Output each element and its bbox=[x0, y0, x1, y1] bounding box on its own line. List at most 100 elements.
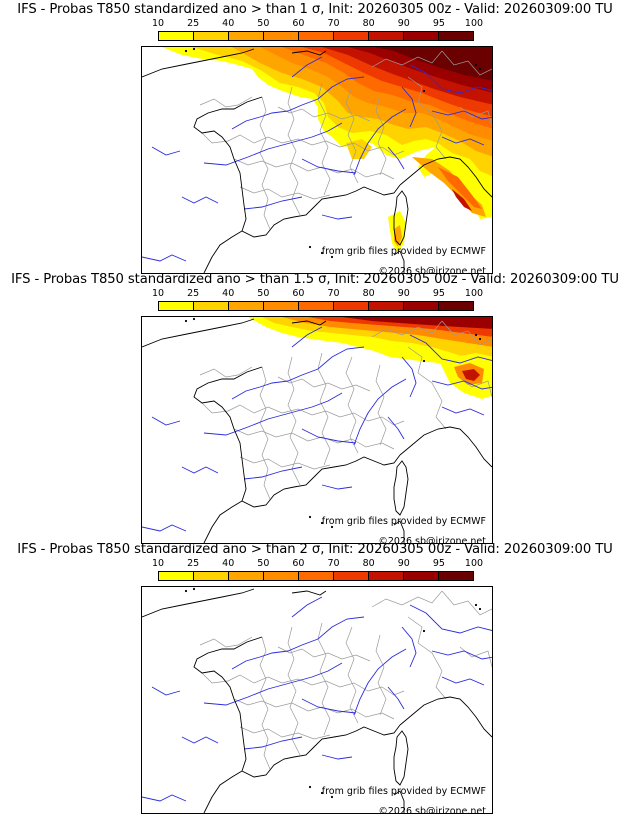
colorbar-swatch bbox=[194, 572, 229, 580]
colorbar-swatch bbox=[334, 572, 369, 580]
colorbar-tick-label: 10 bbox=[151, 288, 165, 299]
island-marker bbox=[184, 319, 188, 323]
island-marker bbox=[422, 359, 426, 363]
map-area: from grib files provided by ECMWF ©2026 … bbox=[141, 46, 493, 274]
colorbar-tick-label: 60 bbox=[292, 558, 305, 569]
copyright-credit: ©2026 sb@irizone.net bbox=[378, 266, 486, 274]
river bbox=[151, 146, 181, 156]
coastline bbox=[393, 190, 409, 246]
admin-boundary bbox=[371, 320, 443, 338]
island-marker bbox=[422, 89, 426, 93]
admin-boundary bbox=[199, 636, 253, 648]
colorbar-tick-label: 100 bbox=[464, 18, 484, 29]
colorbar-tick-label: 70 bbox=[327, 18, 340, 29]
island-marker bbox=[320, 521, 324, 525]
colorbar-swatch bbox=[194, 32, 229, 40]
admin-boundary bbox=[233, 428, 395, 450]
river bbox=[401, 356, 417, 398]
colorbar-swatch bbox=[404, 32, 439, 40]
source-credit: from grib files provided by ECMWF bbox=[321, 516, 486, 527]
river bbox=[321, 214, 353, 220]
coastline bbox=[393, 520, 405, 543]
island-marker bbox=[330, 525, 334, 529]
colorbar: 10 25 40 50 60 70 80 90 95 100 bbox=[152, 558, 483, 585]
probability-contour bbox=[438, 167, 482, 209]
admin-boundary bbox=[375, 364, 387, 446]
admin-boundary bbox=[407, 76, 447, 160]
river bbox=[203, 122, 343, 166]
colorbar-tick-label: 70 bbox=[327, 288, 340, 299]
admin-boundary bbox=[375, 634, 387, 716]
island-marker bbox=[474, 63, 478, 67]
coastline bbox=[193, 636, 401, 778]
coastline bbox=[393, 250, 405, 273]
island-marker bbox=[320, 251, 324, 255]
probability-contour bbox=[342, 317, 492, 329]
source-credit: from grib files provided by ECMWF bbox=[321, 786, 486, 797]
colorbar-tick-label: 95 bbox=[432, 288, 445, 299]
river bbox=[441, 676, 485, 686]
coastline bbox=[291, 590, 327, 596]
river bbox=[231, 76, 365, 130]
river bbox=[387, 146, 405, 170]
admin-boundary bbox=[233, 698, 395, 720]
source-credit: from grib files provided by ECMWF bbox=[321, 246, 486, 257]
colorbar-swatches bbox=[158, 301, 474, 311]
admin-boundary bbox=[201, 132, 405, 156]
colorbar-tick-label: 90 bbox=[397, 558, 410, 569]
island-marker bbox=[184, 589, 188, 593]
colorbar-swatch bbox=[159, 302, 194, 310]
river bbox=[243, 736, 303, 750]
colorbar-tick-label: 50 bbox=[257, 18, 270, 29]
copyright-credit: ©2026 sb@irizone.net bbox=[378, 806, 486, 814]
island-marker bbox=[308, 245, 312, 249]
colorbar-tick-label: 10 bbox=[151, 18, 165, 29]
colorbar-tick-label: 50 bbox=[257, 288, 270, 299]
probability-contour bbox=[452, 189, 472, 211]
river bbox=[301, 698, 357, 714]
colorbar-tick-label: 95 bbox=[432, 558, 445, 569]
coastline bbox=[193, 366, 401, 508]
colorbar-swatch bbox=[369, 32, 404, 40]
island-marker bbox=[474, 603, 478, 607]
admin-boundary bbox=[259, 96, 271, 230]
river bbox=[401, 626, 417, 668]
river bbox=[431, 380, 492, 390]
admin-boundary bbox=[287, 86, 301, 216]
river bbox=[181, 736, 219, 744]
colorbar-tick-label: 100 bbox=[464, 288, 484, 299]
colorbar-tick-label: 40 bbox=[222, 558, 235, 569]
river bbox=[409, 64, 492, 94]
colorbar-swatch bbox=[264, 572, 299, 580]
admin-boundary bbox=[441, 590, 492, 616]
probability-contour bbox=[462, 369, 480, 381]
river bbox=[203, 662, 343, 706]
admin-boundary bbox=[441, 50, 492, 76]
admin-boundary bbox=[287, 356, 301, 486]
colorbar-swatches bbox=[158, 31, 474, 41]
colorbar-tick-label: 80 bbox=[362, 18, 375, 29]
admin-boundary bbox=[199, 96, 253, 108]
river bbox=[142, 524, 187, 532]
colorbar-swatch bbox=[334, 32, 369, 40]
colorbar-swatch bbox=[229, 302, 264, 310]
probability-contour bbox=[374, 47, 492, 81]
map-panel-1: IFS - Probas T850 standardized ano > tha… bbox=[0, 0, 630, 276]
river bbox=[203, 392, 343, 436]
admin-boundary bbox=[277, 376, 371, 392]
colorbar-tick-label: 100 bbox=[464, 558, 484, 569]
colorbar-swatch bbox=[439, 302, 473, 310]
map-panel-2: IFS - Probas T850 standardized ano > tha… bbox=[0, 270, 630, 546]
river bbox=[151, 416, 181, 426]
admin-boundary bbox=[407, 346, 447, 430]
admin-boundary bbox=[317, 622, 331, 736]
river bbox=[431, 650, 492, 660]
admin-boundary bbox=[407, 616, 447, 700]
admin-boundary bbox=[277, 646, 371, 662]
colorbar-swatch bbox=[229, 572, 264, 580]
coastline bbox=[393, 730, 409, 786]
admin-boundary bbox=[345, 626, 359, 724]
colorbar-swatch bbox=[159, 572, 194, 580]
map-area: from grib files provided by ECMWF ©2026 … bbox=[141, 586, 493, 814]
colorbar-tick-label: 90 bbox=[397, 18, 410, 29]
